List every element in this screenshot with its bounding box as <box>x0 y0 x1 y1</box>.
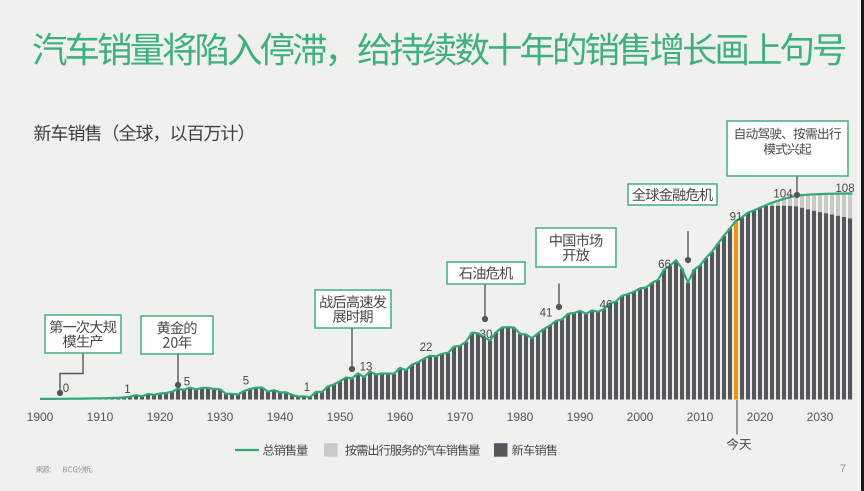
svg-text:91: 91 <box>730 212 743 224</box>
svg-text:46: 46 <box>600 300 613 312</box>
svg-text:1940: 1940 <box>267 410 294 424</box>
svg-text:1960: 1960 <box>387 410 414 424</box>
svg-text:0: 0 <box>63 383 69 395</box>
svg-text:41: 41 <box>540 308 553 320</box>
svg-text:2020: 2020 <box>747 410 774 424</box>
svg-text:66: 66 <box>658 259 671 271</box>
svg-text:1900: 1900 <box>27 410 54 424</box>
svg-text:22: 22 <box>420 342 433 354</box>
svg-text:2000: 2000 <box>627 410 654 424</box>
svg-text:1970: 1970 <box>447 410 474 424</box>
svg-text:1950: 1950 <box>327 410 354 424</box>
svg-text:1990: 1990 <box>567 410 594 424</box>
svg-text:1930: 1930 <box>207 410 234 424</box>
svg-text:7: 7 <box>840 463 846 475</box>
svg-text:5: 5 <box>184 377 190 389</box>
svg-text:30: 30 <box>480 329 493 341</box>
svg-text:104: 104 <box>773 189 793 201</box>
svg-text:1910: 1910 <box>87 410 114 424</box>
svg-text:13: 13 <box>360 362 373 374</box>
svg-text:1920: 1920 <box>147 410 174 424</box>
svg-text:2010: 2010 <box>687 410 714 424</box>
svg-text:1: 1 <box>124 384 130 396</box>
svg-text:2030: 2030 <box>807 410 834 424</box>
svg-text:1980: 1980 <box>507 410 534 424</box>
svg-text:1: 1 <box>304 382 310 394</box>
svg-text:5: 5 <box>243 376 249 388</box>
svg-text:108: 108 <box>835 183 854 195</box>
